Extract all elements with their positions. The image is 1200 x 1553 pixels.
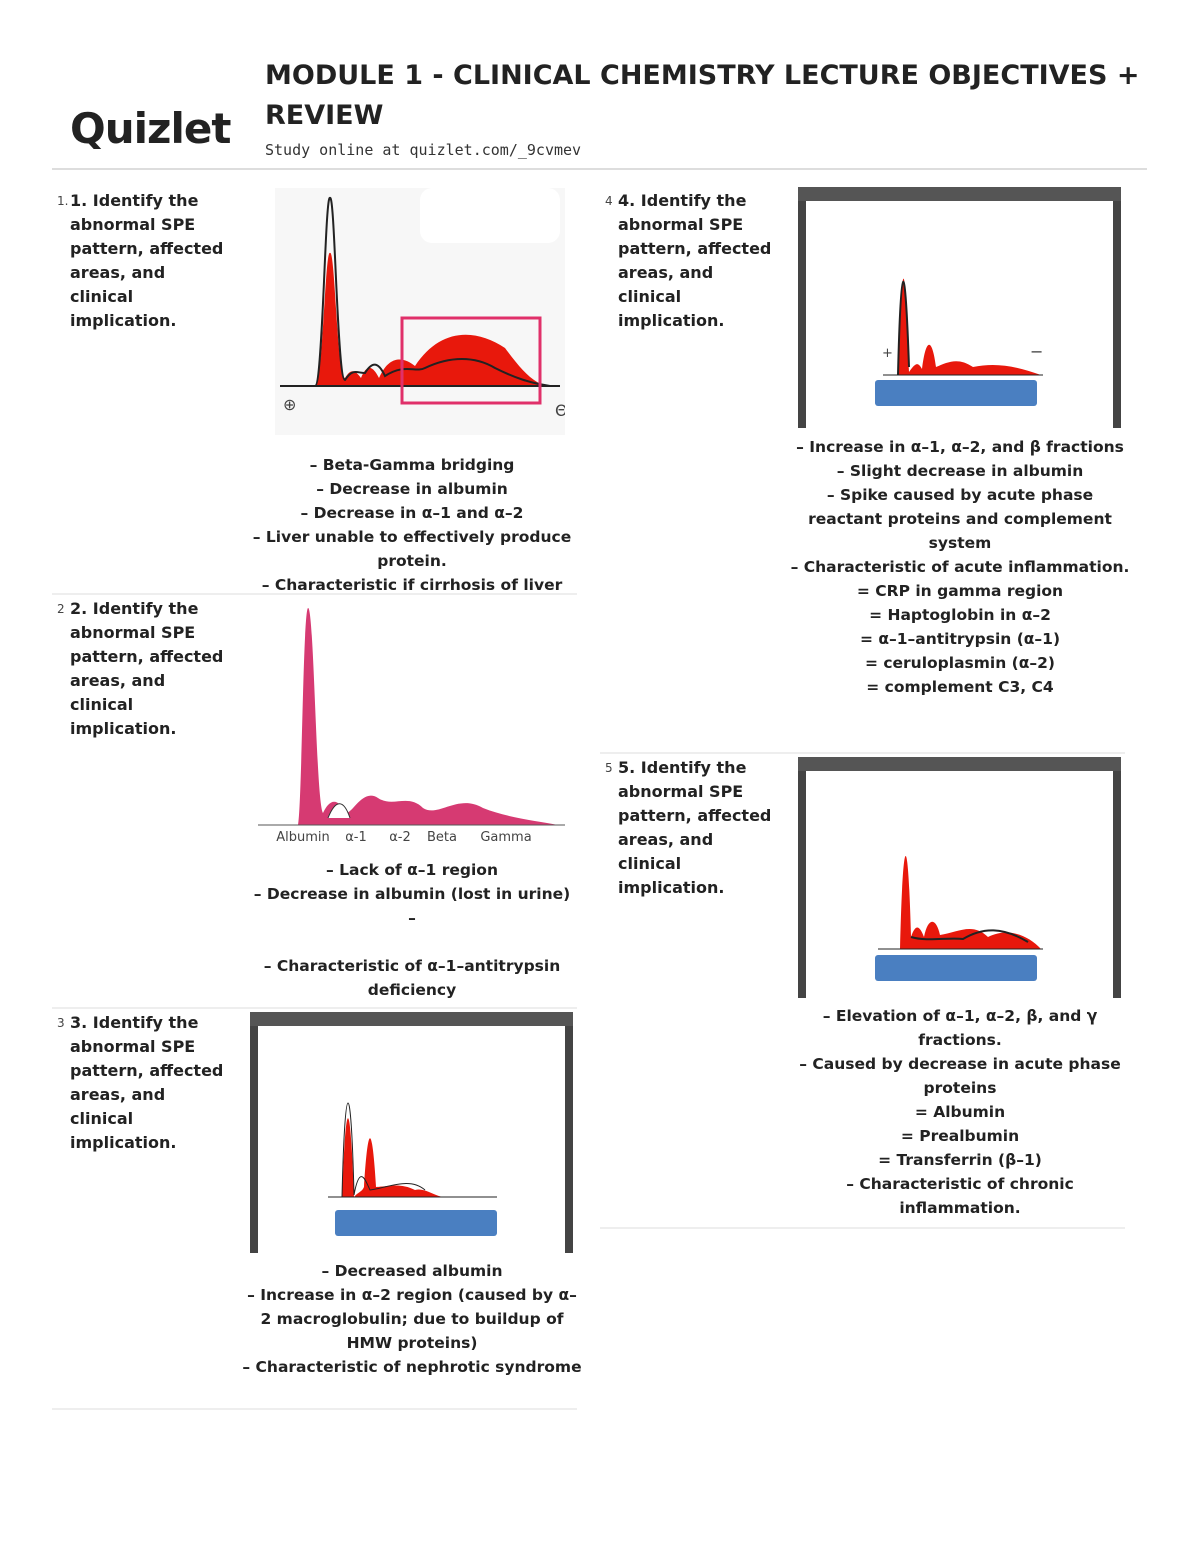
definition-line: – Spike caused by acute phase reactant p… bbox=[808, 486, 1112, 552]
definition-line: = α–1–antitrypsin (α–1) bbox=[859, 630, 1061, 648]
definition-line: = ceruloplasmin (α–2) bbox=[864, 654, 1056, 672]
definition-line: = Haptoglobin in α–2 bbox=[869, 606, 1051, 624]
card: 2 2. Identify the abnormal SPE pattern, a… bbox=[52, 593, 577, 1009]
card-definition: – Decreased albumin – Increase in α–2 reg… bbox=[242, 1259, 582, 1379]
card-number: 3 bbox=[57, 1016, 65, 1030]
definition-line: = CRP in gamma region bbox=[856, 582, 1064, 600]
image-label: Gamma bbox=[480, 830, 531, 845]
definition-line: = Albumin bbox=[914, 1103, 1006, 1121]
definition-line: – Increase in α–1, α–2, and β fractions bbox=[796, 438, 1124, 456]
card-number: 1. bbox=[57, 194, 69, 208]
image-label: − bbox=[1030, 342, 1043, 361]
definition-line: – bbox=[408, 909, 416, 927]
image-label: Beta bbox=[427, 830, 457, 845]
definition-line: – Decrease in albumin (lost in urine) bbox=[253, 885, 571, 903]
card-definition: – Lack of α–1 region – Decrease in albumi… bbox=[242, 858, 582, 1002]
definition-line: – Decrease in albumin bbox=[316, 480, 508, 498]
card-definition: – Elevation of α–1, α–2, β, and γ fracti… bbox=[790, 1004, 1130, 1220]
card-number: 4 bbox=[605, 194, 613, 208]
definition-line: – Lack of α–1 region bbox=[326, 861, 498, 879]
card-term: 3. Identify the abnormal SPE pattern, af… bbox=[70, 1013, 224, 1152]
card-definition: – Increase in α–1, α–2, and β fractions –… bbox=[790, 435, 1130, 699]
definition-line: – Increase in α–2 region (caused by α–2 … bbox=[247, 1286, 577, 1352]
spe-image: ⊕ Θ bbox=[275, 188, 565, 435]
card-number: 5 bbox=[605, 761, 613, 775]
definition-line: – Slight decrease in albumin bbox=[836, 462, 1084, 480]
definition-line: – Liver unable to effectively produce pr… bbox=[252, 528, 572, 570]
card: 4 4. Identify the abnormal SPE pattern, a… bbox=[600, 185, 1129, 754]
spe-image: + − bbox=[798, 187, 1121, 428]
definition-line: – Characteristic of nephrotic syndrome bbox=[242, 1358, 582, 1376]
divider bbox=[52, 168, 1147, 170]
image-label: + bbox=[882, 346, 893, 361]
definition-line: = Prealbumin bbox=[900, 1127, 1020, 1145]
image-label: α-1 bbox=[345, 830, 367, 845]
definition-line: – Characteristic of chronic inflammation… bbox=[846, 1175, 1074, 1217]
definition-line: – Characteristic of acute inflammation. bbox=[790, 558, 1130, 576]
card-term: 4. Identify the abnormal SPE pattern, af… bbox=[618, 191, 772, 330]
image-label: ⊕ bbox=[283, 395, 296, 414]
definition-line: – Caused by decrease in acute phase prot… bbox=[799, 1055, 1121, 1097]
card-term: 5. Identify the abnormal SPE pattern, af… bbox=[618, 758, 772, 897]
spe-image bbox=[250, 1012, 573, 1253]
title: MODULE 1 - CLINICAL CHEMISTRY LECTURE OB… bbox=[265, 60, 1140, 131]
definition-line: – Characteristic if cirrhosis of liver bbox=[261, 576, 563, 594]
definition-line: – Elevation of α–1, α–2, β, and γ fracti… bbox=[822, 1007, 1098, 1049]
spe-image bbox=[798, 757, 1121, 998]
definition-line: – Beta-Gamma bridging bbox=[309, 456, 515, 474]
image-label: Θ bbox=[555, 401, 565, 420]
definition-line: = complement C3, C4 bbox=[866, 678, 1054, 696]
card-number: 2 bbox=[57, 602, 65, 616]
definition-line: – Decreased albumin bbox=[321, 1262, 503, 1280]
card-definition: – Beta-Gamma bridging – Decrease in album… bbox=[242, 453, 582, 597]
definition-line: – Decrease in α–1 and α–2 bbox=[300, 504, 524, 522]
definition-line: = Transferrin (β–1) bbox=[878, 1151, 1042, 1169]
card-term: 1. Identify the abnormal SPE pattern, af… bbox=[70, 191, 224, 330]
subtitle: Study online at quizlet.com/_9cvmev bbox=[265, 141, 582, 159]
image-label: α-2 bbox=[389, 830, 411, 845]
image-label: Albumin bbox=[276, 830, 330, 845]
card-term: 2. Identify the abnormal SPE pattern, af… bbox=[70, 599, 224, 738]
card: 3 3. Identify the abnormal SPE pattern, a… bbox=[52, 1007, 582, 1410]
card: 1. 1. Identify the abnormal SPE pattern, … bbox=[52, 185, 577, 595]
definition-line: – Characteristic of α–1–antitrypsin defi… bbox=[263, 957, 561, 999]
logo: Quizlet bbox=[70, 104, 231, 153]
card: 5 5. Identify the abnormal SPE pattern, a… bbox=[600, 752, 1125, 1229]
spe-image: Albumin α-1 α-2 Beta Gamma bbox=[258, 607, 565, 845]
